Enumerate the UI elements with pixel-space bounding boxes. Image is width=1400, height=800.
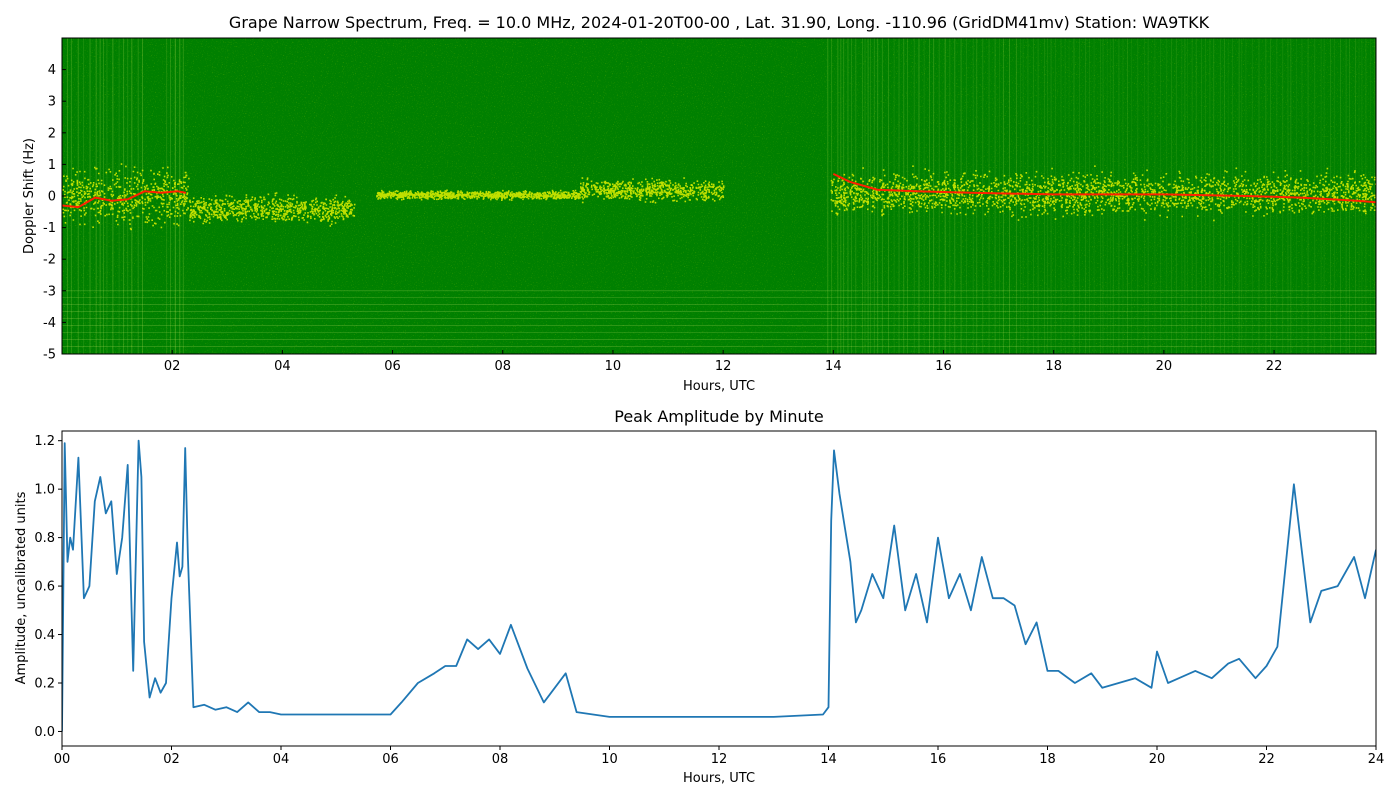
spectrogram-x-axis: 02 04 06 08 10 12 14 16 18 20 22 <box>164 350 1282 374</box>
x-tick-label: 06 <box>384 359 401 374</box>
signal-band <box>188 192 356 227</box>
x-tick-label: 20 <box>1156 359 1173 374</box>
y-tick-label: 0.2 <box>34 677 55 692</box>
x-tick-label: 10 <box>605 359 622 374</box>
x-tick-label: 14 <box>825 359 842 374</box>
y-tick-label: 1.0 <box>34 483 55 498</box>
spectrogram-y-axis: -5 -4 -3 -2 -1 0 1 2 3 4 <box>43 63 66 363</box>
y-tick-label: 0.6 <box>34 580 55 595</box>
x-tick-label: 12 <box>711 752 728 767</box>
x-tick-label: 04 <box>274 359 291 374</box>
y-tick-label: -1 <box>43 221 56 236</box>
signal-band <box>376 189 582 201</box>
x-tick-label: 16 <box>935 359 952 374</box>
y-tick-label: 0.0 <box>34 725 55 740</box>
x-tick-label: 00 <box>54 752 71 767</box>
spectrogram-plot <box>61 37 1377 355</box>
x-tick-label: 08 <box>492 752 509 767</box>
y-tick-label: -5 <box>43 348 56 363</box>
y-tick-label: 2 <box>48 126 56 141</box>
y-tick-label: 0.4 <box>34 628 55 643</box>
y-tick-label: 1 <box>48 158 56 173</box>
x-tick-label: 16 <box>930 752 947 767</box>
x-tick-label: 22 <box>1258 752 1275 767</box>
y-tick-label: -2 <box>43 253 56 268</box>
amplitude-plot <box>61 430 1377 747</box>
signal-band <box>62 163 190 231</box>
x-tick-label: 10 <box>601 752 618 767</box>
y-tick-label: 0 <box>48 190 56 205</box>
y-tick-label: -3 <box>43 284 56 299</box>
x-tick-label: 02 <box>164 359 181 374</box>
amplitude-series-line <box>62 439 1376 732</box>
amplitude-y-label: Amplitude, uncalibrated units <box>14 491 29 684</box>
y-tick-label: -4 <box>43 316 56 331</box>
signal-band <box>830 165 1376 222</box>
amplitude-title: Peak Amplitude by Minute <box>614 407 824 426</box>
x-tick-label: 06 <box>382 752 399 767</box>
spectrogram-y-label: Doppler Shift (Hz) <box>22 138 37 254</box>
amplitude-y-axis: 0.0 0.2 0.4 0.6 0.8 1.0 1.2 <box>34 434 62 740</box>
amplitude-x-axis: 00 02 04 06 08 10 12 14 16 18 20 22 24 <box>54 746 1385 767</box>
x-tick-label: 20 <box>1149 752 1166 767</box>
y-tick-label: 3 <box>48 95 56 110</box>
spectrogram-marks <box>62 38 1376 354</box>
amplitude-background <box>62 431 1376 746</box>
y-tick-label: 4 <box>48 63 56 78</box>
y-tick-label: 0.8 <box>34 531 55 546</box>
spectrogram-x-label: Hours, UTC <box>683 379 755 394</box>
x-tick-label: 18 <box>1045 359 1062 374</box>
amplitude-x-label: Hours, UTC <box>683 771 755 786</box>
peak-doppler-trace <box>62 172 1376 209</box>
x-tick-label: 24 <box>1368 752 1385 767</box>
x-tick-label: 12 <box>715 359 732 374</box>
spectrum-title: Grape Narrow Spectrum, Freq. = 10.0 MHz,… <box>229 13 1210 32</box>
x-tick-label: 02 <box>163 752 180 767</box>
signal-band <box>580 177 725 204</box>
x-tick-label: 14 <box>820 752 837 767</box>
x-tick-label: 22 <box>1266 359 1283 374</box>
x-tick-label: 04 <box>273 752 290 767</box>
y-tick-label: 1.2 <box>34 434 55 449</box>
x-tick-label: 08 <box>494 359 511 374</box>
x-tick-label: 18 <box>1039 752 1056 767</box>
